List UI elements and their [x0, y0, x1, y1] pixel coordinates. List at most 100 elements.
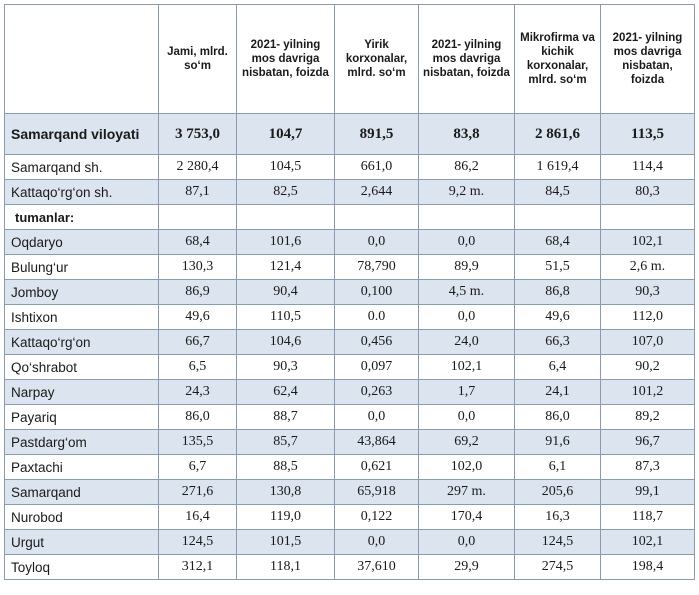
value-cell: 85,7: [236, 429, 335, 455]
value-cell: 90,3: [600, 279, 695, 305]
value-cell: 6,5: [158, 354, 237, 380]
value-cell: [600, 204, 695, 230]
value-cell: 312,1: [158, 554, 237, 580]
value-cell: 4,5 m.: [418, 279, 515, 305]
value-cell: 0,621: [334, 454, 419, 480]
value-cell: 89,9: [418, 254, 515, 280]
value-cell: 110,5: [236, 304, 335, 330]
value-cell: 24,0: [418, 329, 515, 355]
row-label-cell: Ishtixon: [4, 304, 159, 330]
value-cell: 88,5: [236, 454, 335, 480]
value-cell: 130,8: [236, 479, 335, 505]
value-cell: 198,4: [600, 554, 695, 580]
row-label-cell: Payariq: [4, 404, 159, 430]
value-cell: 661,0: [334, 154, 419, 180]
row-label-cell: Samarqand viloyati: [4, 113, 159, 155]
table-row: Paxtachi 6,7 88,5 0,621 102,0 6,1 87,3: [4, 454, 695, 480]
value-cell: 68,4: [514, 229, 601, 255]
value-cell: 121,4: [236, 254, 335, 280]
value-cell: 2,644: [334, 179, 419, 205]
value-cell: 62,4: [236, 379, 335, 405]
value-cell: 69,2: [418, 429, 515, 455]
table-row: Pastdarg‘om 135,5 85,7 43,864 69,2 91,6 96,7: [4, 429, 695, 455]
table-row: Narpay 24,3 62,4 0,263 1,7 24,1 101,2: [4, 379, 695, 405]
value-cell: 82,5: [236, 179, 335, 205]
value-cell: 0,0: [334, 404, 419, 430]
header-cell-small: Mikrofirma va kichik korxonalar, mlrd. s…: [514, 4, 601, 114]
table-row: Qo‘shrabot 6,5 90,3 0,097 102,1 6,4 90,2: [4, 354, 695, 380]
row-label-cell: Samarqand: [4, 479, 159, 505]
value-cell: 2 280,4: [158, 154, 237, 180]
value-cell: 66,7: [158, 329, 237, 355]
statistics-table: Jami, mlrd. so‘m 2021- yilning mos davri…: [4, 4, 695, 580]
header-row: Jami, mlrd. so‘m 2021- yilning mos davri…: [4, 4, 695, 114]
value-cell: 24,3: [158, 379, 237, 405]
value-cell: 68,4: [158, 229, 237, 255]
table-row: Kattaqo‘rg‘on sh. 87,1 82,5 2,644 9,2 m. 84,5…: [4, 179, 695, 205]
value-cell: 86,0: [158, 404, 237, 430]
table-row: Urgut 124,5 101,5 0,0 0,0 124,5 102,1: [4, 529, 695, 555]
row-label-cell: tumanlar:: [4, 204, 159, 230]
value-cell: [514, 204, 601, 230]
value-cell: 2,6 m.: [600, 254, 695, 280]
value-cell: 124,5: [158, 529, 237, 555]
table-row: Samarqand sh. 2 280,4 104,5 661,0 86,2 1 619,…: [4, 154, 695, 180]
value-cell: 90,2: [600, 354, 695, 380]
value-cell: 51,5: [514, 254, 601, 280]
table-row: Ishtixon 49,6 110,5 0.0 0,0 49,6 112,0: [4, 304, 695, 330]
value-cell: [334, 204, 419, 230]
table-row: Bulung‘ur 130,3 121,4 78,790 89,9 51,5 2,6 m.: [4, 254, 695, 280]
value-cell: 90,4: [236, 279, 335, 305]
row-label-cell: Toyloq: [4, 554, 159, 580]
value-cell: 24,1: [514, 379, 601, 405]
value-cell: 88,7: [236, 404, 335, 430]
header-cell-large: Yirik korxonalar, mlrd. so‘m: [334, 4, 419, 114]
row-label-cell: Kattaqo‘rg‘on sh.: [4, 179, 159, 205]
value-cell: 0,0: [418, 404, 515, 430]
value-cell: 83,8: [418, 113, 515, 155]
value-cell: 118,1: [236, 554, 335, 580]
table-row: Nurobod 16,4 119,0 0,122 170,4 16,3 118,7: [4, 504, 695, 530]
value-cell: 43,864: [334, 429, 419, 455]
value-cell: 112,0: [600, 304, 695, 330]
value-cell: 102,0: [418, 454, 515, 480]
header-cell-total-pct: 2021- yilning mos davriga nisbatan, foiz…: [236, 4, 335, 114]
value-cell: 80,3: [600, 179, 695, 205]
row-label-cell: Qo‘shrabot: [4, 354, 159, 380]
value-cell: 104,5: [236, 154, 335, 180]
value-cell: 87,1: [158, 179, 237, 205]
value-cell: 0,0: [418, 229, 515, 255]
table-row: Payariq 86,0 88,7 0,0 0,0 86,0 89,2: [4, 404, 695, 430]
table-row: Samarqand viloyati 3 753,0 104,7 891,5 83,8 2…: [4, 113, 695, 155]
value-cell: 104,7: [236, 113, 335, 155]
value-cell: 3 753,0: [158, 113, 237, 155]
row-label-cell: Paxtachi: [4, 454, 159, 480]
header-cell-small-pct: 2021- yilning mos davriga nisbatan, foiz…: [600, 4, 695, 114]
table-row: Toyloq 312,1 118,1 37,610 29,9 274,5 198,4: [4, 554, 695, 580]
value-cell: 1 619,4: [514, 154, 601, 180]
value-cell: 0,097: [334, 354, 419, 380]
value-cell: 6,4: [514, 354, 601, 380]
row-label-cell: Urgut: [4, 529, 159, 555]
value-cell: 101,6: [236, 229, 335, 255]
value-cell: 86,8: [514, 279, 601, 305]
value-cell: 96,7: [600, 429, 695, 455]
value-cell: 297 m.: [418, 479, 515, 505]
value-cell: 135,5: [158, 429, 237, 455]
value-cell: 0,0: [334, 229, 419, 255]
value-cell: 107,0: [600, 329, 695, 355]
table-body: Samarqand viloyati 3 753,0 104,7 891,5 83,8 2…: [4, 113, 695, 580]
value-cell: 86,9: [158, 279, 237, 305]
value-cell: 6,1: [514, 454, 601, 480]
value-cell: 101,2: [600, 379, 695, 405]
table-row: Oqdaryo 68,4 101,6 0,0 0,0 68,4 102,1: [4, 229, 695, 255]
table-row: tumanlar:: [4, 204, 695, 230]
value-cell: 0,0: [418, 304, 515, 330]
value-cell: 0,0: [334, 529, 419, 555]
value-cell: [418, 204, 515, 230]
value-cell: 49,6: [514, 304, 601, 330]
value-cell: 102,1: [600, 529, 695, 555]
table-row: Kattaqo‘rg‘on 66,7 104,6 0,456 24,0 66,3 107,0: [4, 329, 695, 355]
value-cell: 1,7: [418, 379, 515, 405]
value-cell: 891,5: [334, 113, 419, 155]
